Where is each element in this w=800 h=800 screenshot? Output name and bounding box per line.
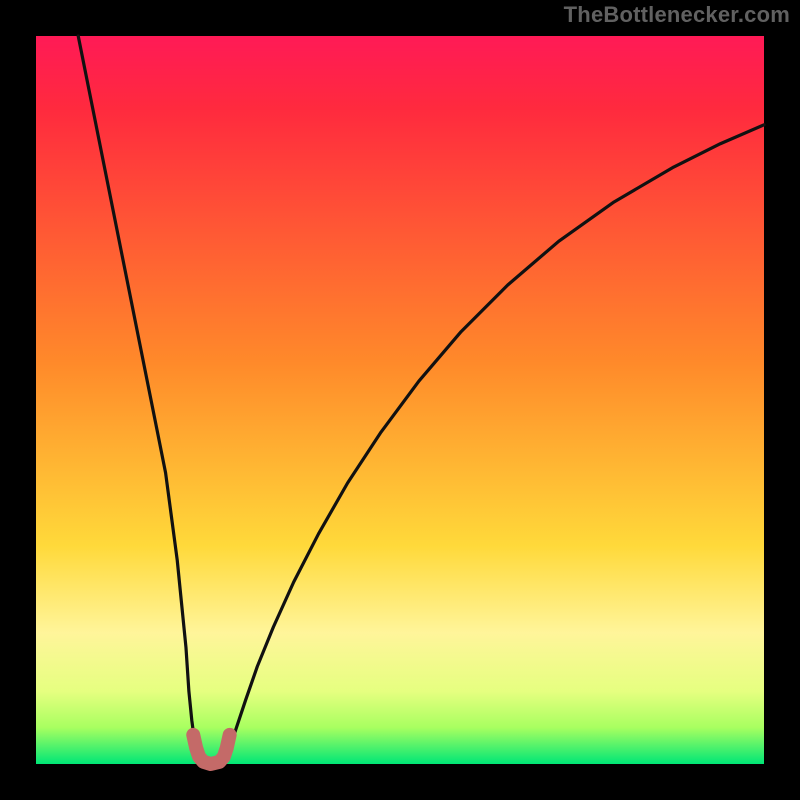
bottleneck-curve (0, 0, 800, 800)
chart-frame: TheBottlenecker.com (0, 0, 800, 800)
left-curve (78, 36, 200, 761)
dip-marker (193, 735, 229, 764)
right-curve (224, 125, 764, 761)
